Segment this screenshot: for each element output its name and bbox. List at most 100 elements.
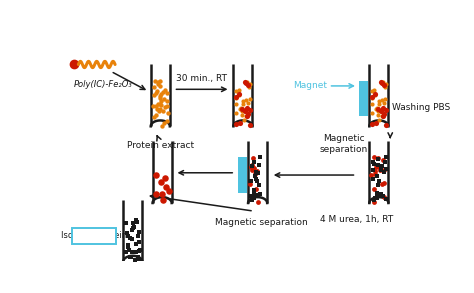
Point [127,255,135,260]
Point [370,168,377,173]
Point [376,117,383,122]
Point [156,102,164,107]
Point [150,115,157,120]
Point [369,160,376,165]
Point [368,101,376,106]
Point [243,98,250,103]
Point [248,163,256,168]
Point [125,245,132,250]
Point [250,188,257,193]
Point [239,102,246,106]
Point [241,79,248,84]
Point [253,186,260,191]
Point [122,250,129,254]
Point [250,193,258,198]
Point [232,110,239,115]
FancyBboxPatch shape [72,228,117,244]
Point [380,169,388,174]
Point [371,200,378,205]
Point [153,106,161,111]
Point [165,189,173,193]
Point [156,79,164,83]
Point [129,250,137,254]
Text: Isolated protein: Isolated protein [61,231,127,241]
Point [128,236,136,241]
Point [242,114,249,119]
Point [243,81,250,86]
Point [368,88,376,93]
Point [236,106,244,111]
Point [378,163,386,168]
Point [377,109,385,113]
Point [371,88,378,93]
Point [380,180,387,185]
Point [246,85,253,89]
Point [374,156,382,160]
Point [235,92,243,97]
Point [371,161,378,166]
Point [136,248,144,253]
Point [240,117,247,122]
Point [157,102,164,107]
Point [371,197,378,202]
Point [368,96,376,100]
Point [121,249,129,254]
Point [135,254,142,259]
Point [155,80,162,84]
Point [374,195,381,200]
Point [373,174,381,179]
Point [163,91,170,96]
Point [151,79,158,84]
Point [129,225,137,230]
Point [126,255,134,260]
Point [371,92,379,97]
Point [235,88,242,93]
Point [162,176,169,180]
Point [243,113,251,118]
Point [238,109,246,113]
Point [375,179,383,184]
Point [379,157,386,162]
Point [246,81,254,86]
Point [254,168,261,173]
Polygon shape [248,141,267,203]
Point [244,100,251,105]
Point [238,107,246,111]
Point [132,242,140,246]
Point [156,107,164,112]
Point [244,79,251,84]
Point [378,182,385,187]
Point [163,99,171,104]
Point [156,84,164,89]
Point [368,122,375,127]
Point [251,195,258,200]
Point [372,120,380,125]
Point [126,236,134,241]
Point [152,104,160,108]
Point [156,94,164,99]
Polygon shape [369,64,388,126]
Polygon shape [369,141,388,203]
Point [157,99,165,104]
Point [377,167,385,172]
Point [152,91,160,95]
Point [248,197,256,202]
Point [254,200,262,205]
Point [131,257,139,262]
Point [374,109,382,113]
Text: Magnetic separation: Magnetic separation [215,218,308,227]
Point [253,193,261,197]
Point [136,239,143,244]
Point [248,164,255,169]
Point [155,101,162,106]
Point [124,243,131,247]
Point [381,159,389,164]
Point [237,106,245,111]
Point [382,97,389,102]
Point [381,168,388,172]
Point [382,107,390,112]
Point [248,162,255,167]
Point [380,100,387,105]
Point [247,194,255,198]
Bar [359,81,368,116]
